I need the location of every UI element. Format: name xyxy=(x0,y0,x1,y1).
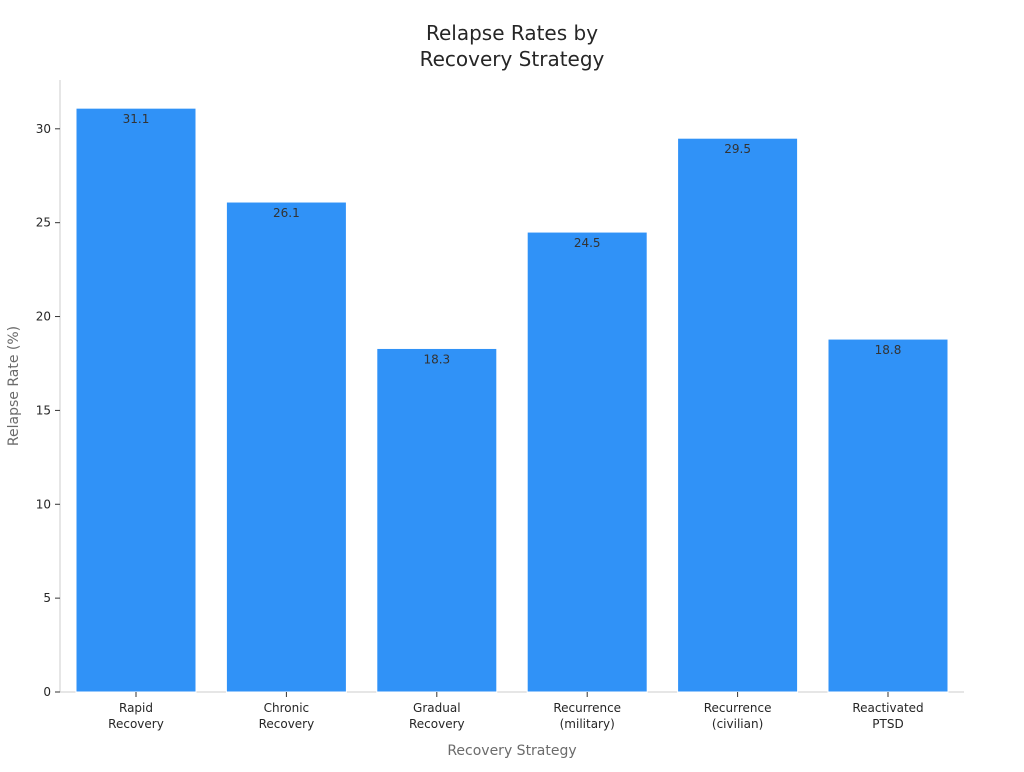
x-tick-label: (military) xyxy=(560,717,615,731)
y-tick-label: 10 xyxy=(36,497,51,511)
bar xyxy=(376,347,498,693)
y-axis-ticks: 0 5 10 15 20 25 30 xyxy=(36,122,60,699)
bar xyxy=(827,338,949,693)
x-tick-label: Recurrence xyxy=(553,701,621,715)
bar-value-label: 18.8 xyxy=(875,343,902,357)
bar xyxy=(75,107,197,693)
x-tick-label: Chronic xyxy=(264,701,310,715)
x-tick-label: Rapid xyxy=(119,701,153,715)
x-tick-label: Recovery xyxy=(409,717,465,731)
bars-group xyxy=(75,107,949,693)
bar xyxy=(225,201,347,693)
bar-value-label: 26.1 xyxy=(273,206,300,220)
y-tick-label: 15 xyxy=(36,403,51,417)
x-tick-label: Recovery xyxy=(108,717,164,731)
x-tick-label: (civilian) xyxy=(712,717,763,731)
y-tick-label: 5 xyxy=(43,591,51,605)
x-tick-label: Recovery xyxy=(259,717,315,731)
chart-title-line-2: Recovery Strategy xyxy=(420,47,605,71)
chart-title-line-1: Relapse Rates by xyxy=(426,21,598,45)
y-tick-label: 25 xyxy=(36,216,51,230)
bar xyxy=(526,231,648,693)
bar-value-label: 24.5 xyxy=(574,236,601,250)
bar-value-label: 29.5 xyxy=(724,142,751,156)
x-axis-label: Recovery Strategy xyxy=(447,743,576,759)
x-tick-label: PTSD xyxy=(872,717,903,731)
x-axis-ticks: Rapid Recovery Chronic Recovery Gradual Recov… xyxy=(108,692,924,731)
x-tick-label: Recurrence xyxy=(704,701,772,715)
x-tick-label: Gradual xyxy=(413,701,461,715)
bar xyxy=(677,137,799,693)
y-tick-label: 20 xyxy=(36,310,51,324)
x-tick-label: Reactivated xyxy=(852,701,923,715)
bar-value-label: 18.3 xyxy=(423,352,450,366)
y-tick-label: 30 xyxy=(36,122,51,136)
bar-value-labels: 31.1 26.1 18.3 24.5 29.5 18.8 xyxy=(123,112,902,366)
y-tick-label: 0 xyxy=(43,685,51,699)
y-axis-label: Relapse Rate (%) xyxy=(6,326,22,446)
bar-value-label: 31.1 xyxy=(123,112,150,126)
